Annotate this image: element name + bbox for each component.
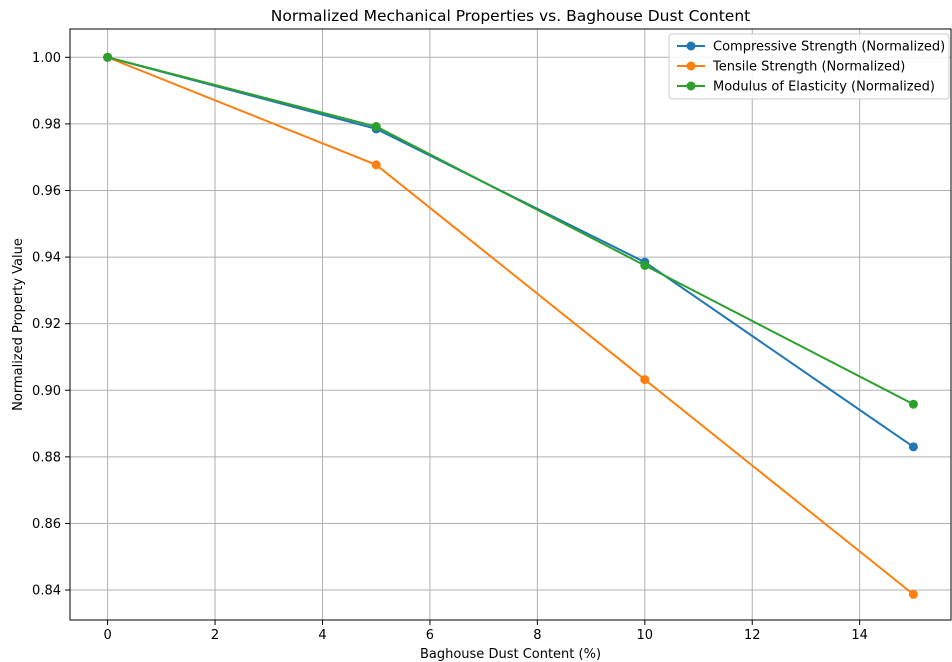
x-tick-label: 12 [744,628,761,643]
series-line [107,56,914,406]
y-tick-label: 0.98 [32,117,61,132]
grid [70,29,951,620]
legend-item: Compressive Strength (Normalized) [677,40,945,55]
data-point [371,160,381,170]
data-point [908,589,918,599]
series-3 [103,52,918,409]
x-tick-label: 8 [533,628,541,643]
y-axis-title: Normalized Property Value [11,238,26,411]
data-point [908,399,918,409]
y-tick-label: 0.90 [32,384,61,399]
x-tick-label: 6 [426,628,434,643]
y-tick-label: 0.84 [32,584,61,599]
y-tick-label: 0.94 [32,251,61,266]
y-tick-label: 1.00 [32,51,61,66]
x-tick-label: 10 [637,628,654,643]
legend-box [668,33,950,100]
legend-item: Tensile Strength (Normalized) [677,60,905,75]
x-tick-label: 0 [103,628,111,643]
data-point [371,122,381,132]
legend-label: Tensile Strength (Normalized) [712,60,905,75]
plot-frame [69,28,952,621]
y-tick-label: 0.92 [32,317,61,332]
data-point [908,442,918,452]
legend-label: Compressive Strength (Normalized) [713,40,945,55]
legend: Compressive Strength (Normalized) Tensile… [668,33,950,100]
data-point [640,375,650,385]
series-1 [103,52,918,452]
y-tick-label: 0.88 [32,450,61,465]
x-tick-label: 14 [851,628,868,643]
x-tick-label: 2 [211,628,219,643]
legend-marker [686,41,696,51]
legend-marker [686,81,696,91]
y-tick-label: 0.96 [32,184,61,199]
legend-item: Modulus of Elasticity (Normalized) [677,80,935,95]
y-tick-label: 0.86 [32,517,61,532]
data-point [103,52,113,62]
chart-title: Normalized Mechanical Properties vs. Bag… [271,7,750,25]
x-axis-title: Baghouse Dust Content (%) [420,647,601,662]
legend-marker [686,61,696,71]
x-tick-label: 4 [318,628,326,643]
data-point [640,260,650,270]
series-2 [103,52,918,599]
series-layer [103,52,918,599]
series-line [107,56,915,596]
axis-ticks: 0 2 4 6 8 10 12 14 0.84 0.86 0.88 0.90 0.92 0.94 0.96 0… [32,51,868,643]
legend-label: Modulus of Elasticity (Normalized) [713,80,935,95]
series-line [107,56,914,448]
